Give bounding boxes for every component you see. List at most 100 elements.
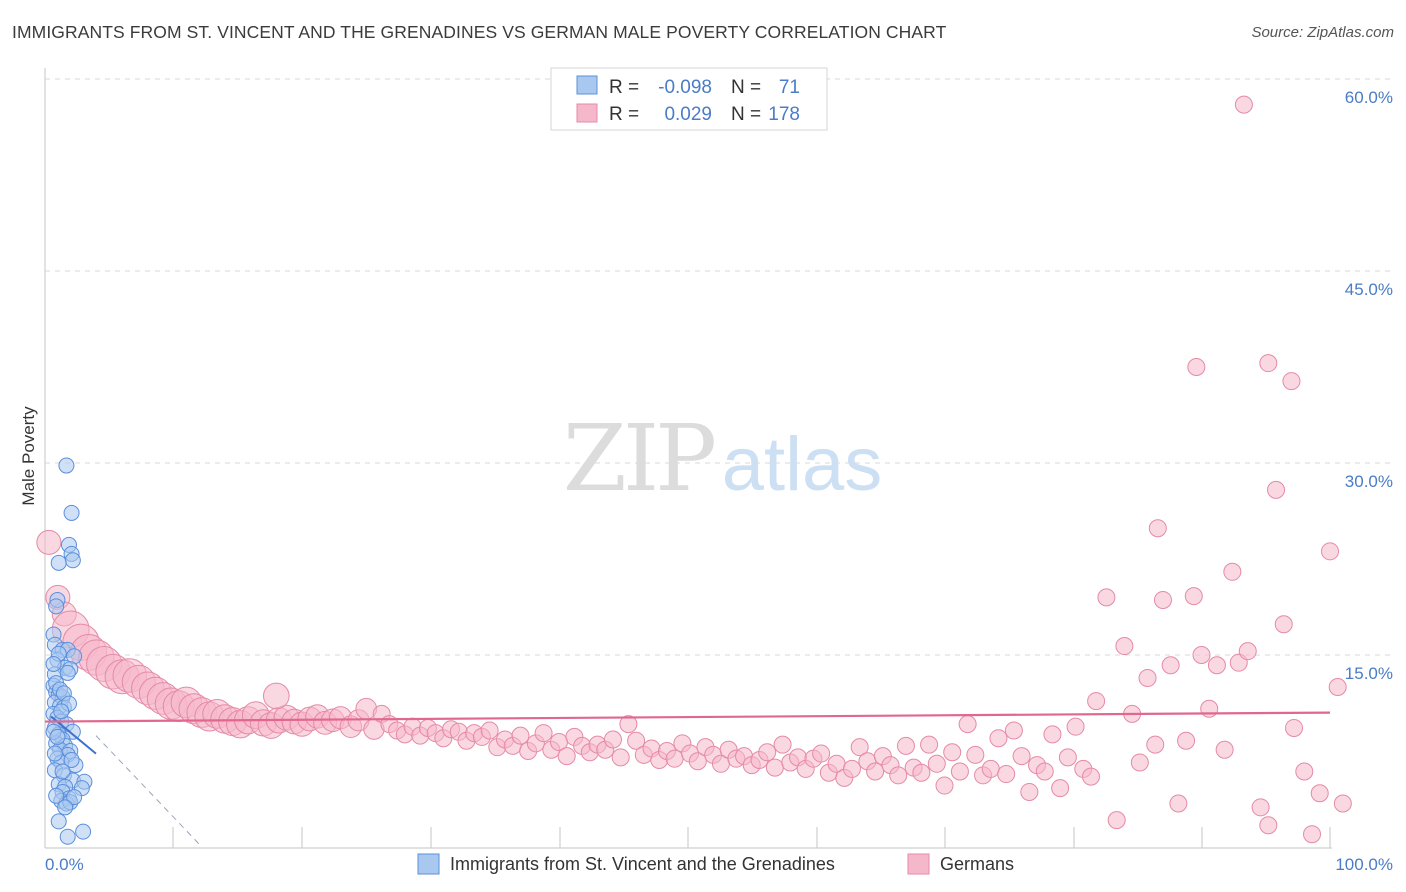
legend-n-label-1: N = [731, 77, 761, 98]
germans-point [935, 776, 954, 795]
legend-swatch-pink [576, 103, 598, 123]
immigrants-point [53, 703, 70, 720]
y-axis-title: Male Poverty [19, 406, 38, 506]
germans-point [889, 766, 908, 785]
immigrants-trend-line [50, 715, 97, 755]
immigrants-point [63, 751, 80, 768]
immigrants-point [49, 728, 66, 745]
immigrants-point [64, 552, 81, 569]
y-tick-label: 15.0% [1345, 664, 1393, 683]
immigrants-point [63, 504, 80, 521]
germans-point [1153, 590, 1172, 609]
germans-point [1177, 731, 1196, 750]
germans-point [1051, 779, 1070, 798]
y-tick-label: 60.0% [1345, 88, 1393, 107]
germans-point [1138, 669, 1157, 688]
germans-point [511, 726, 530, 745]
germans-point [1004, 721, 1023, 740]
immigrants-point [50, 554, 67, 571]
germans-point [1282, 372, 1301, 391]
immigrants-point [59, 828, 76, 845]
immigrants-point [46, 745, 63, 762]
immigrants-point [59, 664, 76, 681]
germans-point [866, 762, 885, 781]
germans-point [981, 759, 1000, 778]
immigrants-point [58, 457, 75, 474]
germans-point [1087, 692, 1106, 711]
germans-point [920, 735, 939, 754]
y-tick-label: 45.0% [1345, 280, 1393, 299]
immigrants-point [48, 787, 65, 804]
immigrants-point [50, 813, 67, 830]
germans-point [958, 715, 977, 734]
axes [44, 68, 1332, 849]
immigrants-point [45, 655, 62, 672]
germans-point [1035, 762, 1054, 781]
germans-point [850, 738, 869, 757]
germans-point [1321, 542, 1339, 561]
source-credit: Source: ZipAtlas.com [1251, 24, 1394, 41]
germans-point [480, 721, 499, 740]
watermark: ZIP atlas [563, 405, 882, 512]
series-legend-swatch-pink [907, 853, 930, 875]
watermark-zip: ZIP [563, 405, 714, 512]
germans-point [1259, 816, 1278, 835]
germans-point [1066, 717, 1085, 736]
germans-point [1200, 699, 1219, 718]
germans-point [943, 743, 962, 762]
germans-point [927, 754, 946, 773]
germans-points [36, 95, 1352, 844]
legend-n-value-1: 71 [779, 77, 800, 98]
germans-point [1303, 825, 1322, 844]
germans-point [1285, 718, 1304, 737]
germans-point [1274, 615, 1293, 634]
germans-point [1130, 753, 1149, 772]
germans-point [534, 724, 553, 743]
germans-point [1148, 519, 1167, 538]
germans-point [688, 752, 707, 771]
x-tick-labels: 0.0% 100.0% [45, 855, 1393, 874]
legend-swatch-blue [576, 75, 598, 95]
germans-point [1234, 95, 1253, 114]
germans-point [1058, 748, 1077, 767]
germans-point [1215, 740, 1234, 759]
germans-point [896, 736, 915, 755]
chart-title: IMMIGRANTS FROM ST. VINCENT AND THE GREN… [12, 22, 947, 42]
germans-point [1097, 588, 1116, 607]
germans-trend-line [44, 711, 1331, 723]
series-legend-swatch-blue [417, 853, 440, 875]
series-legend-label-2: Germans [940, 854, 1014, 874]
germans-point [758, 743, 777, 762]
germans-point [1267, 480, 1286, 499]
legend-r-label-1: R = [609, 77, 639, 98]
germans-point [966, 745, 985, 764]
germans-point [1081, 767, 1100, 786]
trend-lines [44, 711, 1331, 846]
gridlines [45, 78, 1392, 656]
germans-point [665, 749, 684, 768]
germans-point [989, 729, 1008, 748]
legend-r-value-2: 0.029 [664, 104, 712, 125]
germans-point [603, 730, 622, 749]
series-legend: Immigrants from St. Vincent and the Gren… [417, 853, 1014, 875]
legend-r-label-2: R = [609, 104, 639, 125]
y-tick-labels: 15.0% 30.0% 45.0% 60.0% [1345, 88, 1393, 683]
germans-point [842, 759, 861, 778]
germans-point [1192, 646, 1211, 664]
germans-point [1328, 678, 1347, 696]
germans-point [1251, 798, 1270, 817]
germans-point [1146, 735, 1165, 754]
germans-point [1169, 794, 1188, 813]
germans-point [1259, 354, 1278, 373]
germans-point [263, 682, 290, 710]
germans-point [1184, 587, 1203, 606]
germans-point [950, 762, 969, 781]
germans-point [997, 765, 1016, 784]
germans-point [1115, 637, 1134, 656]
germans-point [557, 747, 576, 766]
germans-point [1238, 642, 1257, 661]
immigrants-point [57, 799, 74, 816]
germans-point [36, 529, 62, 555]
germans-point [627, 731, 646, 750]
y-tick-label: 30.0% [1345, 472, 1393, 491]
